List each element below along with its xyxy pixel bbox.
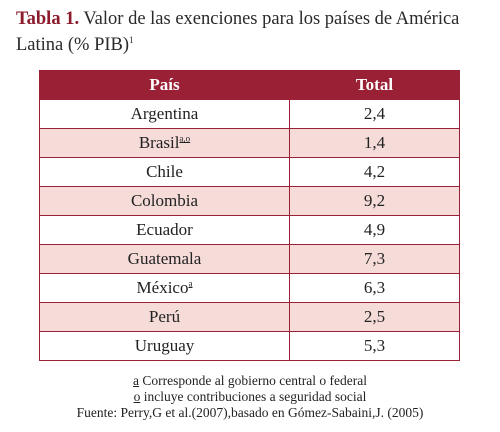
total-cell: 2,4 bbox=[289, 99, 460, 129]
table-row: Colombia 9,2 bbox=[39, 186, 460, 216]
country-name: Argentina bbox=[130, 104, 199, 123]
total-cell: 5,3 bbox=[289, 331, 460, 361]
footnote-a: a Corresponde al gobierno central o fede… bbox=[0, 373, 500, 389]
country-name: Guatemala bbox=[127, 249, 202, 268]
country-cell: Uruguay bbox=[39, 331, 290, 361]
country-cell: Méxicoa bbox=[39, 273, 290, 303]
total-cell: 4,9 bbox=[289, 215, 460, 245]
country-name: México bbox=[136, 278, 189, 297]
total-cell: 1,4 bbox=[289, 128, 460, 158]
table-notes: a Corresponde al gobierno central o fede… bbox=[0, 373, 500, 421]
table-row: Argentina 2,4 bbox=[39, 99, 460, 129]
table-row: Chile 4,2 bbox=[39, 157, 460, 187]
table-row: Ecuador 4,9 bbox=[39, 215, 460, 245]
footnote-a-text: Corresponde al gobierno central o federa… bbox=[139, 373, 367, 388]
footnote-mark: a bbox=[188, 278, 193, 289]
country-cell: Chile bbox=[39, 157, 290, 187]
total-cell: 2,5 bbox=[289, 302, 460, 332]
country-name: Uruguay bbox=[134, 336, 195, 355]
column-header-country: País bbox=[39, 70, 290, 100]
footnote-o: o incluye contribuciones a seguridad soc… bbox=[0, 389, 500, 405]
table-row: Méxicoa 6,3 bbox=[39, 273, 460, 303]
table-row: Perú 2,5 bbox=[39, 302, 460, 332]
footnote-o-text: incluye contribuciones a seguridad socia… bbox=[140, 389, 367, 404]
country-cell: Colombia bbox=[39, 186, 290, 216]
table-title-footnote-mark: 1 bbox=[129, 34, 134, 45]
table-row: Guatemala 7,3 bbox=[39, 244, 460, 274]
source-note: Fuente: Perry,G et al.(2007),basado en G… bbox=[76, 405, 424, 420]
country-cell: Ecuador bbox=[39, 215, 290, 245]
exemptions-table: País Total Argentina 2,4 Brasila,o 1,4 C… bbox=[39, 70, 460, 361]
table-title: Tabla 1. Valor de las exenciones para lo… bbox=[16, 6, 492, 58]
footnote-o-mark: o bbox=[133, 389, 141, 404]
total-cell: 7,3 bbox=[289, 244, 460, 274]
column-header-total: Total bbox=[289, 70, 460, 100]
country-name: Chile bbox=[146, 162, 183, 181]
country-cell: Brasila,o bbox=[39, 128, 290, 158]
total-cell: 9,2 bbox=[289, 186, 460, 216]
country-name: Brasil bbox=[138, 133, 180, 152]
country-name: Ecuador bbox=[136, 220, 193, 239]
table-title-label: Tabla 1. bbox=[16, 9, 80, 29]
country-cell: Argentina bbox=[39, 99, 290, 129]
total-cell: 6,3 bbox=[289, 273, 460, 303]
footnote-a-mark: a bbox=[133, 373, 140, 388]
country-name: Perú bbox=[148, 307, 181, 326]
total-cell: 4,2 bbox=[289, 157, 460, 187]
table-row: Brasila,o 1,4 bbox=[39, 128, 460, 158]
country-name: Colombia bbox=[130, 191, 199, 210]
table-title-text: Valor de las exenciones para los países … bbox=[16, 9, 460, 55]
table-header-row: País Total bbox=[39, 70, 460, 100]
country-cell: Guatemala bbox=[39, 244, 290, 274]
footnote-mark: a,o bbox=[179, 133, 191, 144]
table-row: Uruguay 5,3 bbox=[39, 331, 460, 361]
country-cell: Perú bbox=[39, 302, 290, 332]
